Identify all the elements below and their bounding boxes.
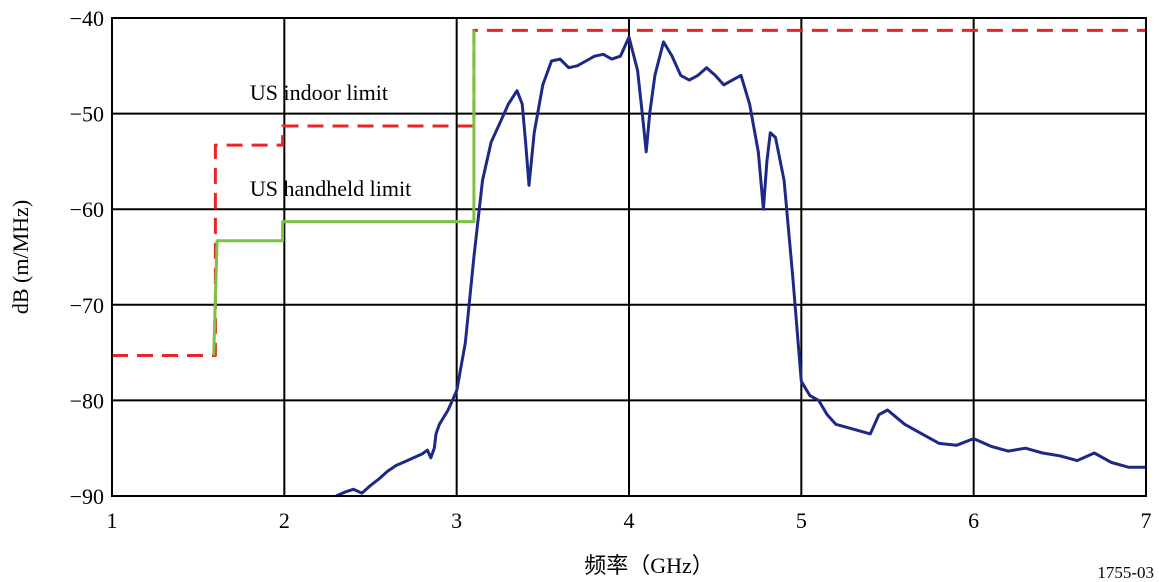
figure-id: 1755-03 (1097, 563, 1154, 582)
x-axis-title: 频率（GHz） (584, 553, 714, 578)
y-tick-label: −80 (70, 388, 104, 413)
x-tick-label: 5 (796, 508, 807, 533)
series-group (112, 28, 1146, 498)
y-tick-label: −50 (70, 102, 104, 127)
annotation-2: US handheld limit (250, 176, 411, 201)
series-line-3 (335, 35, 1146, 498)
x-tick-label: 7 (1141, 508, 1152, 533)
y-tick-label: −60 (70, 197, 104, 222)
annotations: US indoor limit US handheld limit (250, 80, 411, 201)
y-tick-label: −40 (70, 6, 104, 31)
annotation-1: US indoor limit (250, 80, 388, 105)
x-tick-label: 6 (968, 508, 979, 533)
x-tick-label: 3 (451, 508, 462, 533)
y-tick-label: −70 (70, 293, 104, 318)
y-axis-title: dB (m/MHz) (8, 200, 33, 314)
x-tick-label: 1 (107, 508, 118, 533)
plot-frame (111, 17, 1147, 497)
tick-labels: 1 2 3 4 5 6 7 −90 −80 −70 −60 −50 −40 (70, 6, 1152, 533)
y-tick-label: −90 (70, 484, 104, 509)
series-line-2 (212, 30, 476, 356)
x-tick-label: 2 (279, 508, 290, 533)
x-tick-label: 4 (624, 508, 635, 533)
